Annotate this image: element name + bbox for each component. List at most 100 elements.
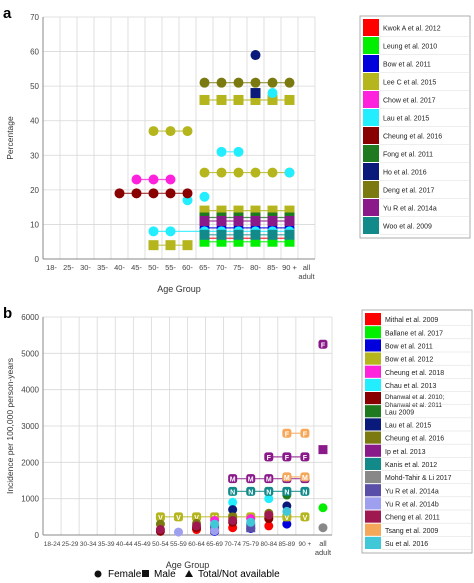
chart-a-series-3-point <box>148 126 159 137</box>
chart-b-series-10-point-letter: F <box>285 455 290 462</box>
chart-b-series-3-point <box>300 512 310 522</box>
chart-a-series-3-point <box>182 126 193 137</box>
chart-a-legend-label: Deng et al. 2017 <box>383 188 434 195</box>
chart-a-series-3-point <box>216 167 227 178</box>
chart-b-legend-label: Cheung et al. 2018 <box>385 370 444 377</box>
chart-b-y-tick-label: 5000 <box>21 349 39 358</box>
chart-b-series-17-point <box>210 519 220 529</box>
chart-b-series-10-point-letter: M <box>248 477 254 484</box>
chart-b-series-11-point <box>282 486 292 496</box>
chart-a-y-tick-label: 70 <box>30 13 39 22</box>
chart-a-series-10-point <box>216 215 227 226</box>
chart-a-series-4-point <box>131 174 142 185</box>
footer-female-label: Female <box>108 569 142 578</box>
chart-a-y-axis-label: Percentage <box>5 116 15 160</box>
chart-b-legend-swatch <box>365 484 381 497</box>
chart-a-legend-label: Woo et al. 2009 <box>383 224 432 231</box>
chart-a-legend-swatch <box>363 91 379 108</box>
chart-b-legend-label: Lau 2009 <box>385 409 414 416</box>
chart-a-series-1-point <box>233 236 244 247</box>
chart-b-series-3-point-letter: V <box>285 515 290 522</box>
chart-b-legend-label: Ballane et al. 2017 <box>385 330 443 337</box>
chart-a-y-tick-label: 40 <box>30 117 39 126</box>
chart-b-series-10-point-letter: M <box>266 477 272 484</box>
chart-a-series-6-point <box>165 188 176 199</box>
chart-b-series-3-point <box>155 512 165 522</box>
chart-b-series-12-point <box>318 523 328 533</box>
chart-b-series-11-point <box>264 486 274 496</box>
chart-a-legend-swatch <box>363 181 379 198</box>
chart-a-series-4-point <box>165 174 176 185</box>
chart-a-series-1-point <box>199 236 210 247</box>
chart-b-legend-swatch <box>365 510 381 523</box>
chart-b-x-tick-label: 18-24 <box>44 541 61 548</box>
chart-a-series-3-point <box>199 167 210 178</box>
chart-a-series-3-point <box>267 205 278 216</box>
chart-a-legend-swatch <box>363 163 379 180</box>
chart-a-series-9-point <box>199 77 210 88</box>
chart-b-series-11-point <box>246 486 256 496</box>
chart-a-x-tick-label: 70- <box>216 263 227 272</box>
chart-b-series-11-point <box>300 486 310 496</box>
chart-a-x-tick-label: all <box>303 263 311 272</box>
chart-b-series-0-point <box>264 521 274 531</box>
chart-a-legend-label: Lau et al. 2015 <box>383 116 429 123</box>
chart-a-series-5-point <box>233 146 244 157</box>
chart-a-legend-swatch <box>363 199 379 216</box>
chart-b-x-tick-label: 65-69 <box>206 541 223 548</box>
chart-a-series-5-point <box>199 191 210 202</box>
chart-a-y-tick-label: 10 <box>30 220 39 229</box>
chart-a-series-9-point <box>250 77 261 88</box>
chart-a-series-5-point <box>284 167 295 178</box>
chart-a-legend-label: Ho et al. 2016 <box>383 170 427 177</box>
chart-a-series-3-point <box>182 240 193 251</box>
chart-b-legend-label: Bow et al. 2012 <box>385 357 433 364</box>
chart-a-series-6-point <box>148 188 159 199</box>
chart-b-y-axis-label: Incidence per 100,000 person-years <box>5 358 15 494</box>
chart-a-series-9-point <box>267 77 278 88</box>
chart-b: 0 1000 2000 3000 4000 5000 6000 18-24 25-29 30-34… <box>5 309 473 570</box>
chart-b-series-3-point-letter: V <box>158 515 163 522</box>
chart-b-series-16-point-letter: M <box>302 475 308 482</box>
chart-a-series-5-point <box>182 195 193 206</box>
chart-a-series-11-point <box>267 229 278 240</box>
chart-a-series-1-point <box>250 236 261 247</box>
chart-a-series-3-point <box>165 240 176 251</box>
chart-b-legend-label: Kanis et al. 2012 <box>385 462 437 469</box>
chart-b-series-1-point <box>318 503 328 513</box>
chart-a-series-11-point <box>216 229 227 240</box>
chart-a-legend-swatch <box>363 109 379 126</box>
chart-b-series-10-point <box>282 452 292 462</box>
chart-b-series-5-point <box>264 494 274 504</box>
chart-b-series-10-point <box>228 474 238 484</box>
chart-a-series-6-point <box>131 188 142 199</box>
chart-b-legend-swatch <box>365 326 381 339</box>
chart-b-series-15-point <box>155 525 165 535</box>
chart-b-y-tick-label: 4000 <box>21 386 39 395</box>
chart-b-series-10-point <box>318 445 328 455</box>
chart-b-x-tick-label: 25-29 <box>62 541 79 548</box>
chart-b-y-tick-label: 0 <box>35 531 40 540</box>
chart-a-legend-label: Leung et al. 2010 <box>383 44 437 51</box>
chart-b-legend-swatch <box>365 457 381 470</box>
chart-b-series-15-point <box>228 515 238 525</box>
chart-a-x-axis-label: Age Group <box>157 284 201 294</box>
chart-a-legend-swatch <box>363 73 379 90</box>
chart-b-series-10-point <box>300 452 310 462</box>
chart-b-series-3-point-letter: V <box>194 515 199 522</box>
chart-a-series-10-point <box>250 215 261 226</box>
chart-a-series-10-point <box>267 215 278 226</box>
chart-b-legend-swatch <box>365 392 381 405</box>
chart-b-legend-swatch <box>365 405 381 418</box>
chart-a-y-tick-label: 0 <box>35 255 40 264</box>
chart-b-x-tick-label: 85-89 <box>279 541 296 548</box>
chart-a-x-tick-label: 40- <box>114 263 125 272</box>
chart-b-x-tick-label: 35-39 <box>98 541 115 548</box>
chart-a-series-3-point <box>250 94 261 105</box>
chart-a-y-tick-label: 30 <box>30 151 39 160</box>
chart-b-series-10-point-letter: F <box>303 455 308 462</box>
chart-a-series-1-point <box>267 236 278 247</box>
chart-b-legend-swatch <box>365 497 381 510</box>
chart-b-series-3-point <box>173 512 183 522</box>
chart-b-x-tick-label-2: adult <box>315 548 332 557</box>
